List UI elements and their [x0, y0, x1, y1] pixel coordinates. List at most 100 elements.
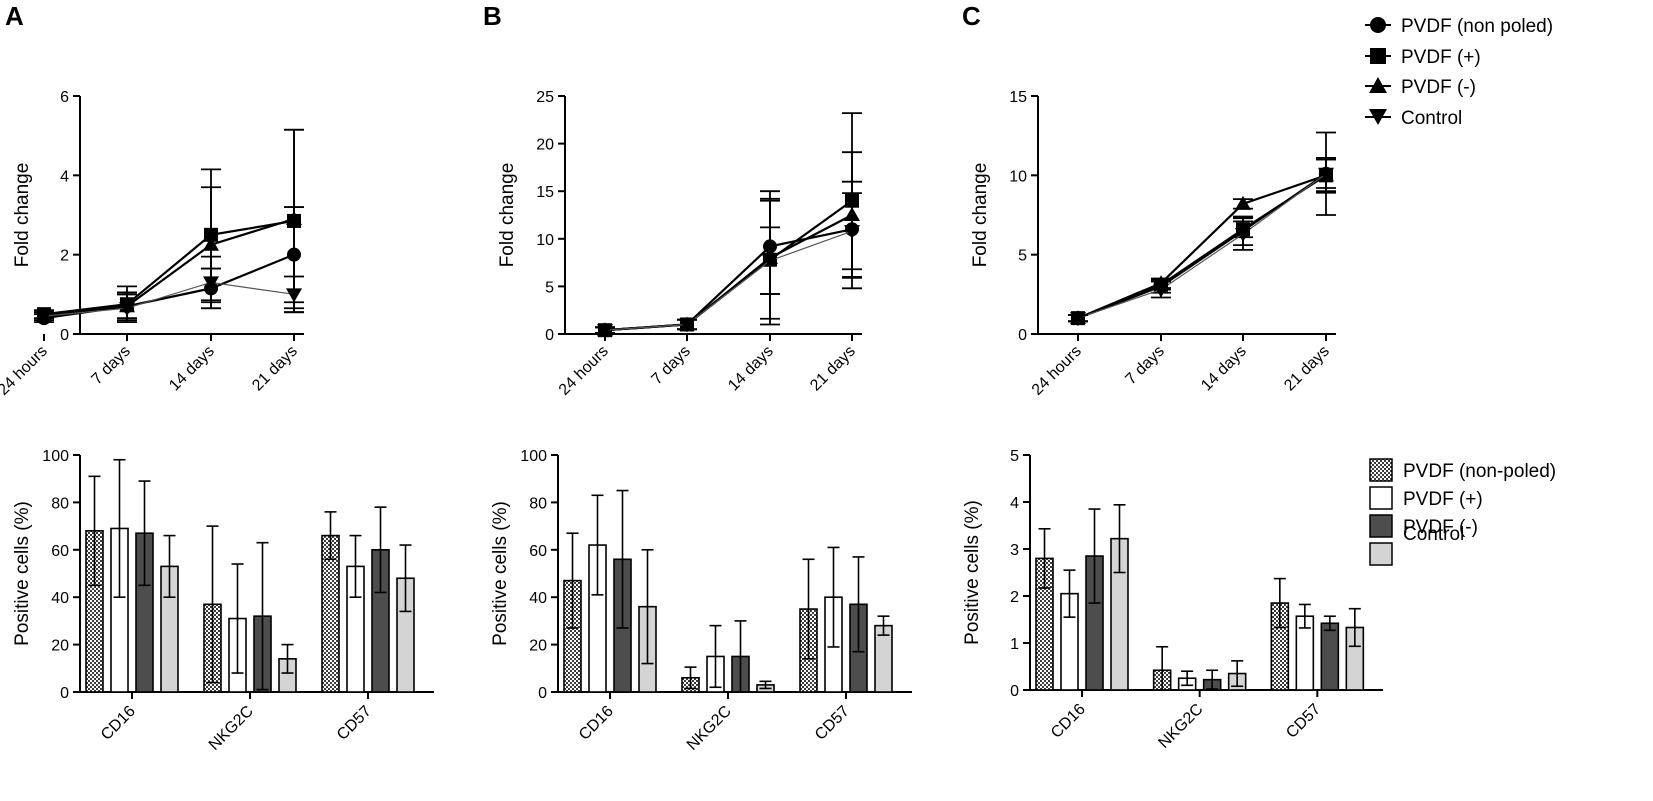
dark-swatch-icon [1369, 514, 1393, 538]
data-point-triangle-down [36, 310, 52, 325]
data-point-triangle-down [119, 302, 135, 317]
x-tick-label: CD57 [334, 703, 375, 744]
y-tick-label: 2 [60, 248, 69, 265]
series-control [1068, 131, 1336, 327]
x-tick-label: CD57 [1283, 701, 1324, 742]
data-point-triangle-down [844, 225, 860, 240]
series-pvdf- [595, 151, 862, 337]
y-tick-label: 2 [1010, 589, 1019, 606]
legend-label: PVDF (+) [1403, 489, 1483, 510]
data-point-triangle-down [1153, 283, 1169, 298]
panel-letter-b: B [483, 1, 502, 31]
y-tick-label: 4 [60, 168, 69, 185]
line-legend: PVDF (non poled) PVDF (+) PVDF (-) Contr… [1365, 16, 1553, 129]
bar-legend-item-control: Control [1369, 524, 1464, 566]
data-point-triangle-down [1070, 312, 1086, 327]
series-line [1077, 174, 1327, 320]
x-tick-label: CD16 [98, 703, 139, 744]
legend-label: Control [1401, 108, 1462, 129]
series-line [1077, 173, 1327, 319]
line-legend-item-non-poled: PVDF (non poled) [1365, 16, 1553, 37]
y-tick-label: 0 [60, 685, 69, 702]
x-tick-label: 7 days [88, 343, 133, 388]
series-pvdf-non-poled- [595, 180, 862, 338]
y-tick-label: 0 [1018, 327, 1027, 344]
y-tick-label: 40 [529, 590, 547, 607]
circle-marker-icon [1370, 17, 1386, 33]
series-line [43, 281, 295, 317]
y-tick-label: 6 [60, 89, 69, 106]
data-point-triangle-down [286, 288, 302, 303]
x-tick-label: 14 days [725, 343, 777, 395]
triangle-up-marker-icon [1369, 77, 1387, 93]
series-pvdf- [1068, 158, 1336, 325]
y-tick-label: 0 [1010, 683, 1019, 700]
data-point-triangle-up [203, 236, 219, 251]
y-tick-label: 25 [536, 89, 554, 106]
x-tick-label: 21 days [807, 343, 859, 395]
bar [1320, 622, 1340, 691]
y-axis-title: Fold change [497, 163, 518, 268]
bar-legend-item-non-poled: PVDF (non-poled) [1369, 458, 1556, 482]
chart-a-fold-change: 0 2 4 6 24 hours 7 days 14 days 21 days Fold cha… [0, 89, 304, 399]
chart-c-positive-cells: 0 1 2 3 4 5 CD16 NKG2C CD57 Positive cells (%) [962, 448, 1383, 752]
y-tick-label: 0 [545, 327, 554, 344]
series-pvdf- [1068, 156, 1336, 326]
series-line [43, 217, 295, 318]
data-point-triangle-down [1235, 228, 1251, 243]
series-line [1077, 172, 1327, 320]
x-tick-label: 24 hours [556, 343, 612, 399]
data-point-triangle-down [597, 324, 613, 339]
x-tick-label: CD16 [576, 703, 617, 744]
square-marker-icon [1370, 48, 1386, 64]
series-pvdf- [34, 128, 304, 324]
legend-label: Control [1403, 524, 1464, 545]
x-tick-label: 7 days [1122, 343, 1167, 388]
y-axis-title: Fold change [970, 163, 991, 268]
x-tick-label: 14 days [1198, 343, 1250, 395]
y-axis-title: Positive cells (%) [12, 501, 33, 646]
legend-label: PVDF (-) [1401, 77, 1476, 98]
y-tick-label: 60 [51, 543, 69, 560]
chart-b-fold-change: 0 5 10 15 20 25 24 hours 7 days 14 days 21 days Fo… [497, 89, 862, 399]
data-point-triangle-up [286, 210, 302, 225]
x-tick-label: NKG2C [1155, 701, 1206, 752]
data-point-triangle-down [679, 318, 695, 333]
y-axis-title: Positive cells (%) [490, 501, 511, 646]
legend-label: PVDF (+) [1401, 47, 1481, 68]
y-tick-label: 100 [520, 448, 547, 465]
series-line [604, 199, 853, 332]
x-tick-label: NKG2C [206, 703, 257, 754]
y-tick-label: 0 [538, 685, 547, 702]
chart-c-fold-change: 0 5 10 15 24 hours 7 days 14 days 21 days Fold c… [970, 89, 1336, 399]
y-tick-label: 20 [529, 638, 547, 655]
white-swatch-icon [1369, 486, 1393, 510]
triangle-down-marker-icon [1369, 109, 1387, 125]
x-tick-label: 7 days [648, 343, 693, 388]
hatch-swatch-icon [1369, 458, 1393, 482]
y-axis-title: Fold change [12, 163, 33, 268]
y-tick-label: 20 [51, 638, 69, 655]
series-line [1077, 174, 1327, 320]
bar-legend-item-minus: PVDF (-) [1369, 514, 1478, 538]
panel-letter-a: A [5, 1, 24, 31]
x-tick-label: CD57 [812, 703, 853, 744]
y-tick-label: 100 [42, 448, 69, 465]
x-tick-label: CD16 [1048, 701, 1089, 742]
legend-label: PVDF (non-poled) [1403, 461, 1556, 482]
y-tick-label: 80 [51, 495, 69, 512]
data-point-triangle-down [1318, 167, 1334, 182]
x-tick-label: 24 hours [0, 343, 51, 399]
y-tick-label: 15 [536, 184, 554, 201]
y-tick-label: 0 [60, 327, 69, 344]
x-tick-label: 24 hours [1029, 343, 1085, 399]
y-tick-label: 40 [51, 590, 69, 607]
series-line [43, 219, 295, 316]
legend-label: PVDF (non poled) [1401, 16, 1553, 37]
line-legend-item-minus: PVDF (-) [1365, 77, 1476, 98]
chart-a-positive-cells: 0 20 40 60 80 100 CD16 NKG2C CD57 Positive cells … [12, 448, 434, 754]
y-tick-label: 20 [536, 137, 554, 154]
x-tick-label: 21 days [249, 343, 301, 395]
legend-label: PVDF (-) [1403, 517, 1478, 538]
x-tick-label: NKG2C [684, 703, 735, 754]
